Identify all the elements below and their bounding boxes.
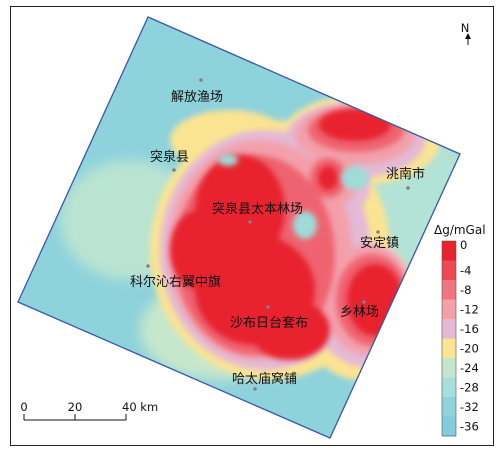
- place-label-keyou: 科尔沁右翼中旗: [130, 274, 221, 290]
- legend-tick-label: -28: [460, 381, 479, 395]
- legend-tick-label: -20: [460, 342, 479, 356]
- place-dot: [266, 305, 270, 309]
- place-label-shabu: 沙布日台套布: [230, 315, 308, 331]
- legend-swatch: [442, 338, 456, 359]
- legend-tick-label: -12: [460, 303, 479, 317]
- legend-colorbar-border: [441, 240, 457, 437]
- place-label-anding: 安定镇: [360, 236, 399, 251]
- legend-tick-label: -32: [460, 400, 479, 414]
- place-label-xiang: 乡林场: [340, 305, 379, 320]
- scale-label: 40 km: [122, 400, 158, 414]
- place-label-hatai: 哈太庙窝铺: [232, 371, 297, 387]
- place-dot: [253, 387, 257, 391]
- place-labels: 解放渔场 突泉县 洮南市 突泉县太本林场 安定镇 科尔沁右翼中旗 乡林场 沙布日…: [130, 78, 425, 391]
- legend-tick-label: -24: [460, 361, 479, 375]
- place-dot: [248, 220, 252, 224]
- north-arrowhead-icon: [465, 33, 471, 39]
- legend: Δg/mGal 0 -4 -8 -12 -16 -20 -24 -28 -32 -36: [434, 223, 486, 437]
- north-label: N: [461, 21, 470, 35]
- scale-label: 0: [20, 400, 27, 414]
- north-arrow: N: [461, 21, 471, 45]
- place-label-taoan: 洮南市: [386, 166, 425, 182]
- place-dot: [376, 230, 380, 234]
- scale-bar: 0 20 40 km: [20, 400, 158, 421]
- scale-label: 20: [68, 400, 83, 414]
- legend-tick-label: -8: [460, 283, 471, 297]
- legend-title: Δg/mGal: [434, 223, 486, 237]
- place-dot: [172, 168, 176, 172]
- legend-swatch: [442, 397, 456, 417]
- place-label-jiefang: 解放渔场: [171, 90, 223, 105]
- legend-tick-label: 0: [460, 238, 467, 252]
- legend-tick-label: -16: [460, 322, 479, 336]
- legend-swatch: [442, 299, 456, 320]
- legend-swatch: [442, 319, 456, 339]
- place-label-tuquan: 突泉县: [150, 149, 189, 165]
- legend-ticks: 0 -4 -8 -12 -16 -20 -24 -28 -32 -36: [460, 238, 479, 434]
- legend-tick-label: -4: [460, 264, 471, 278]
- legend-swatch: [442, 416, 456, 437]
- legend-swatch: [442, 377, 456, 398]
- place-dot: [362, 300, 366, 304]
- legend-swatch: [442, 358, 456, 378]
- place-dot: [406, 186, 410, 190]
- legend-swatch: [442, 241, 456, 261]
- legend-tick-label: -36: [460, 420, 479, 434]
- place-dot: [199, 78, 203, 82]
- place-dot: [146, 264, 150, 268]
- place-label-taiben: 突泉县太本林场: [212, 201, 303, 217]
- legend-swatch: [442, 260, 456, 281]
- legend-colorbar: [441, 240, 457, 437]
- legend-swatch: [442, 280, 456, 300]
- map-boundary: [17, 16, 461, 439]
